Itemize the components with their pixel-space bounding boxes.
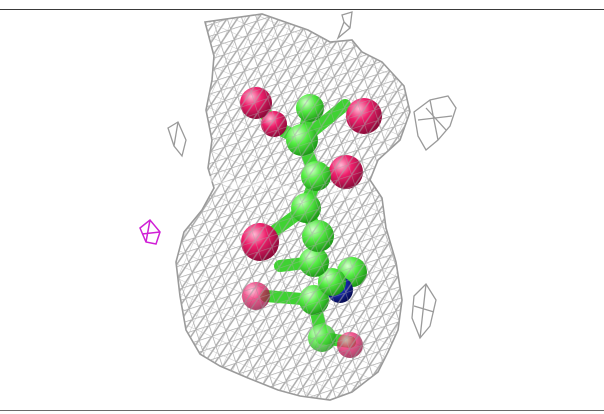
mesh-fragment-right	[413, 95, 457, 151]
top-border-line	[0, 9, 604, 10]
mesh-fragment-lower-right	[411, 282, 437, 340]
extra-density-blob	[139, 218, 161, 245]
mesh-fragment-top	[336, 11, 353, 41]
mesh-front-overlay	[176, 14, 410, 400]
mesh-fragment-left	[167, 121, 187, 158]
bottom-border-line	[0, 410, 604, 411]
